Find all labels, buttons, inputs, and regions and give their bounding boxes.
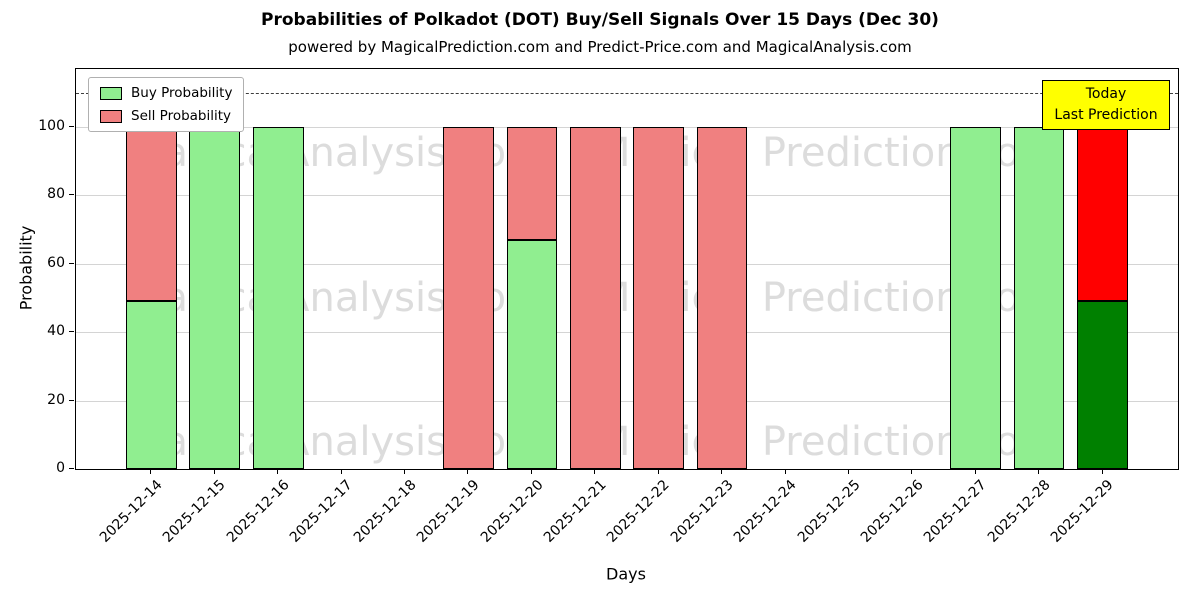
x-tick-mark-2025-12-27 (974, 469, 976, 474)
gridline-y80 (76, 195, 1178, 197)
gridline-y60 (76, 263, 1178, 265)
bar-buy-2025-12-16 (252, 127, 304, 469)
x-tick-mark-2025-12-26 (911, 469, 913, 474)
x-tick-label-2025-12-16: 2025-12-16 (223, 477, 293, 546)
x-tick-label-2025-12-23: 2025-12-23 (667, 477, 737, 546)
y-tick-mark-100 (69, 126, 74, 128)
bar-sell-2025-12-20 (506, 127, 558, 240)
x-tick-label-2025-12-17: 2025-12-17 (287, 477, 356, 546)
bar-sell-2025-12-23 (696, 127, 748, 469)
x-tick-label-2025-12-28: 2025-12-28 (984, 477, 1054, 546)
x-tick-mark-2025-12-19 (467, 469, 469, 474)
bar-buy-2025-12-27 (950, 127, 1002, 469)
y-tick-mark-0 (69, 468, 74, 469)
plot-area: MagicalAnalysis.com Magical Prediction.co… (75, 68, 1179, 470)
today-annotation: Today Last Prediction (1042, 80, 1170, 130)
bar-buy-2025-12-29 (1077, 301, 1128, 469)
bar-buy-2025-12-28 (1013, 127, 1065, 469)
x-tick-label-2025-12-22: 2025-12-22 (604, 477, 674, 546)
legend-item-sell: Sell Probability (100, 108, 232, 124)
x-tick-label-2025-12-27: 2025-12-27 (921, 477, 991, 546)
x-tick-label-2025-12-26: 2025-12-26 (857, 477, 927, 546)
gridline-y40 (76, 332, 1178, 334)
x-tick-mark-2025-12-14 (150, 469, 152, 474)
chart-title: Probabilities of Polkadot (DOT) Buy/Sell… (261, 10, 939, 30)
bar-sell-2025-12-19 (443, 127, 494, 469)
bar-sell-2025-12-22 (633, 127, 685, 469)
threshold-dashed-line (76, 92, 1178, 94)
chart-subtitle: powered by MagicalPrediction.com and Pre… (288, 38, 912, 56)
y-tick-label-0: 0 (56, 460, 65, 476)
annotation-line-last-prediction: Last Prediction (1054, 107, 1158, 123)
x-tick-label-2025-12-18: 2025-12-18 (350, 477, 420, 546)
legend-swatch-buy (100, 86, 122, 100)
x-tick-mark-2025-12-16 (277, 469, 279, 474)
y-tick-mark-60 (69, 262, 74, 264)
bar-sell-2025-12-29 (1077, 127, 1128, 302)
legend: Buy Probability Sell Probability (88, 77, 245, 132)
x-tick-mark-2025-12-20 (530, 469, 532, 474)
x-tick-label-2025-12-25: 2025-12-25 (794, 477, 864, 546)
x-tick-mark-2025-12-28 (1038, 469, 1040, 474)
y-tick-mark-20 (69, 399, 74, 401)
bar-sell-2025-12-21 (569, 127, 621, 469)
bar-buy-2025-12-15 (189, 127, 241, 469)
gridline-y20 (76, 400, 1178, 402)
x-tick-mark-2025-12-23 (721, 469, 723, 474)
y-tick-label-20: 20 (47, 391, 65, 408)
bar-sell-2025-12-14 (126, 127, 177, 302)
legend-item-buy: Buy Probability (100, 85, 232, 101)
bar-buy-2025-12-20 (506, 239, 558, 469)
x-tick-label-2025-12-21: 2025-12-21 (540, 477, 610, 546)
y-tick-label-100: 100 (38, 118, 65, 135)
legend-label-buy: Buy Probability (131, 85, 233, 101)
x-tick-label-2025-12-15: 2025-12-15 (160, 477, 230, 546)
x-tick-label-2025-12-29: 2025-12-29 (1047, 477, 1117, 546)
x-tick-mark-2025-12-18 (404, 469, 406, 474)
x-tick-mark-2025-12-22 (657, 469, 659, 474)
annotation-line-today: Today (1085, 86, 1127, 102)
legend-swatch-sell (100, 109, 122, 123)
gridline-y100 (76, 127, 1178, 129)
x-tick-mark-2025-12-15 (213, 469, 215, 474)
x-tick-label-2025-12-20: 2025-12-20 (477, 477, 547, 546)
x-tick-mark-2025-12-29 (1101, 469, 1103, 474)
x-tick-label-2025-12-19: 2025-12-19 (413, 477, 483, 546)
y-tick-mark-80 (69, 194, 74, 196)
y-tick-mark-40 (69, 331, 74, 333)
x-tick-mark-2025-12-21 (594, 469, 596, 474)
y-tick-label-60: 60 (47, 254, 65, 271)
x-tick-label-2025-12-24: 2025-12-24 (730, 477, 800, 546)
x-tick-label-2025-12-14: 2025-12-14 (96, 477, 166, 546)
x-tick-mark-2025-12-24 (784, 469, 786, 474)
y-tick-label-40: 40 (47, 323, 65, 340)
x-tick-mark-2025-12-25 (847, 469, 849, 474)
y-tick-label-80: 80 (47, 186, 65, 203)
bar-buy-2025-12-14 (126, 301, 177, 469)
legend-label-sell: Sell Probability (131, 108, 232, 124)
x-axis-label: Days (606, 564, 646, 584)
x-tick-mark-2025-12-17 (340, 469, 342, 474)
